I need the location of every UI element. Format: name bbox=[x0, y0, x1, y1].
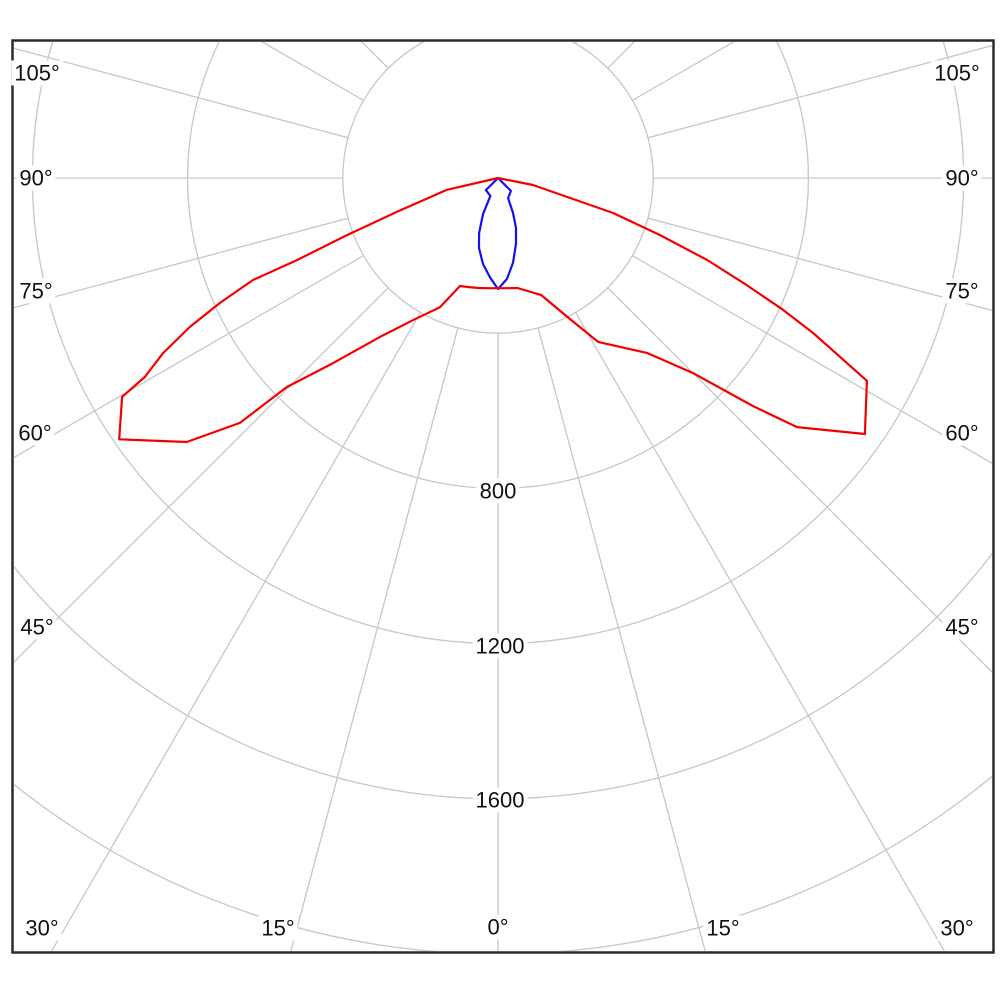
angle-tick-label: 0° bbox=[484, 914, 512, 940]
grid-ray bbox=[575, 42, 578, 44]
grid-ray bbox=[607, 42, 635, 69]
red-plane-curve bbox=[118, 176, 868, 444]
angle-tick-label: 90° bbox=[16, 165, 56, 191]
radial-tick-label: 1200 bbox=[472, 633, 528, 659]
blue-plane-curve bbox=[477, 176, 518, 291]
angle-tick-label: 105° bbox=[931, 60, 983, 86]
angle-tick-label: 45° bbox=[942, 614, 982, 640]
radial-tick-label: 800 bbox=[476, 478, 520, 504]
grid-ring bbox=[14, 552, 992, 800]
grid-ray bbox=[361, 42, 389, 69]
radial-tick-label: 1600 bbox=[472, 787, 528, 813]
grid-ray bbox=[647, 44, 992, 139]
grid-ray bbox=[647, 217, 992, 312]
angle-tick-label: 30° bbox=[937, 915, 977, 941]
angle-tick-label: 45° bbox=[17, 614, 57, 640]
grid-ray bbox=[50, 312, 421, 951]
angle-tick-label: 30° bbox=[22, 915, 62, 941]
angle-tick-label: 60° bbox=[942, 420, 982, 446]
plot-frame bbox=[11, 39, 995, 954]
angle-tick-label: 60° bbox=[15, 420, 55, 446]
grid-ray bbox=[575, 312, 946, 951]
grid-ray bbox=[632, 255, 992, 464]
angle-tick-label: 75° bbox=[942, 278, 982, 304]
angle-tick-label: 90° bbox=[942, 165, 982, 191]
angle-tick-label: 105° bbox=[11, 60, 63, 86]
intensity-curves bbox=[118, 176, 868, 444]
grid-ray bbox=[14, 255, 364, 459]
grid-ray bbox=[537, 327, 706, 951]
grid-ray bbox=[290, 327, 459, 951]
angle-tick-label: 15° bbox=[703, 915, 743, 941]
angle-tick-label: 15° bbox=[258, 915, 298, 941]
grid-ray bbox=[14, 287, 389, 663]
grid-ray bbox=[14, 47, 349, 139]
grid-ray bbox=[418, 42, 421, 44]
angle-tick-label: 75° bbox=[16, 278, 56, 304]
grid-ray bbox=[607, 287, 992, 673]
grid-ray bbox=[14, 217, 349, 309]
